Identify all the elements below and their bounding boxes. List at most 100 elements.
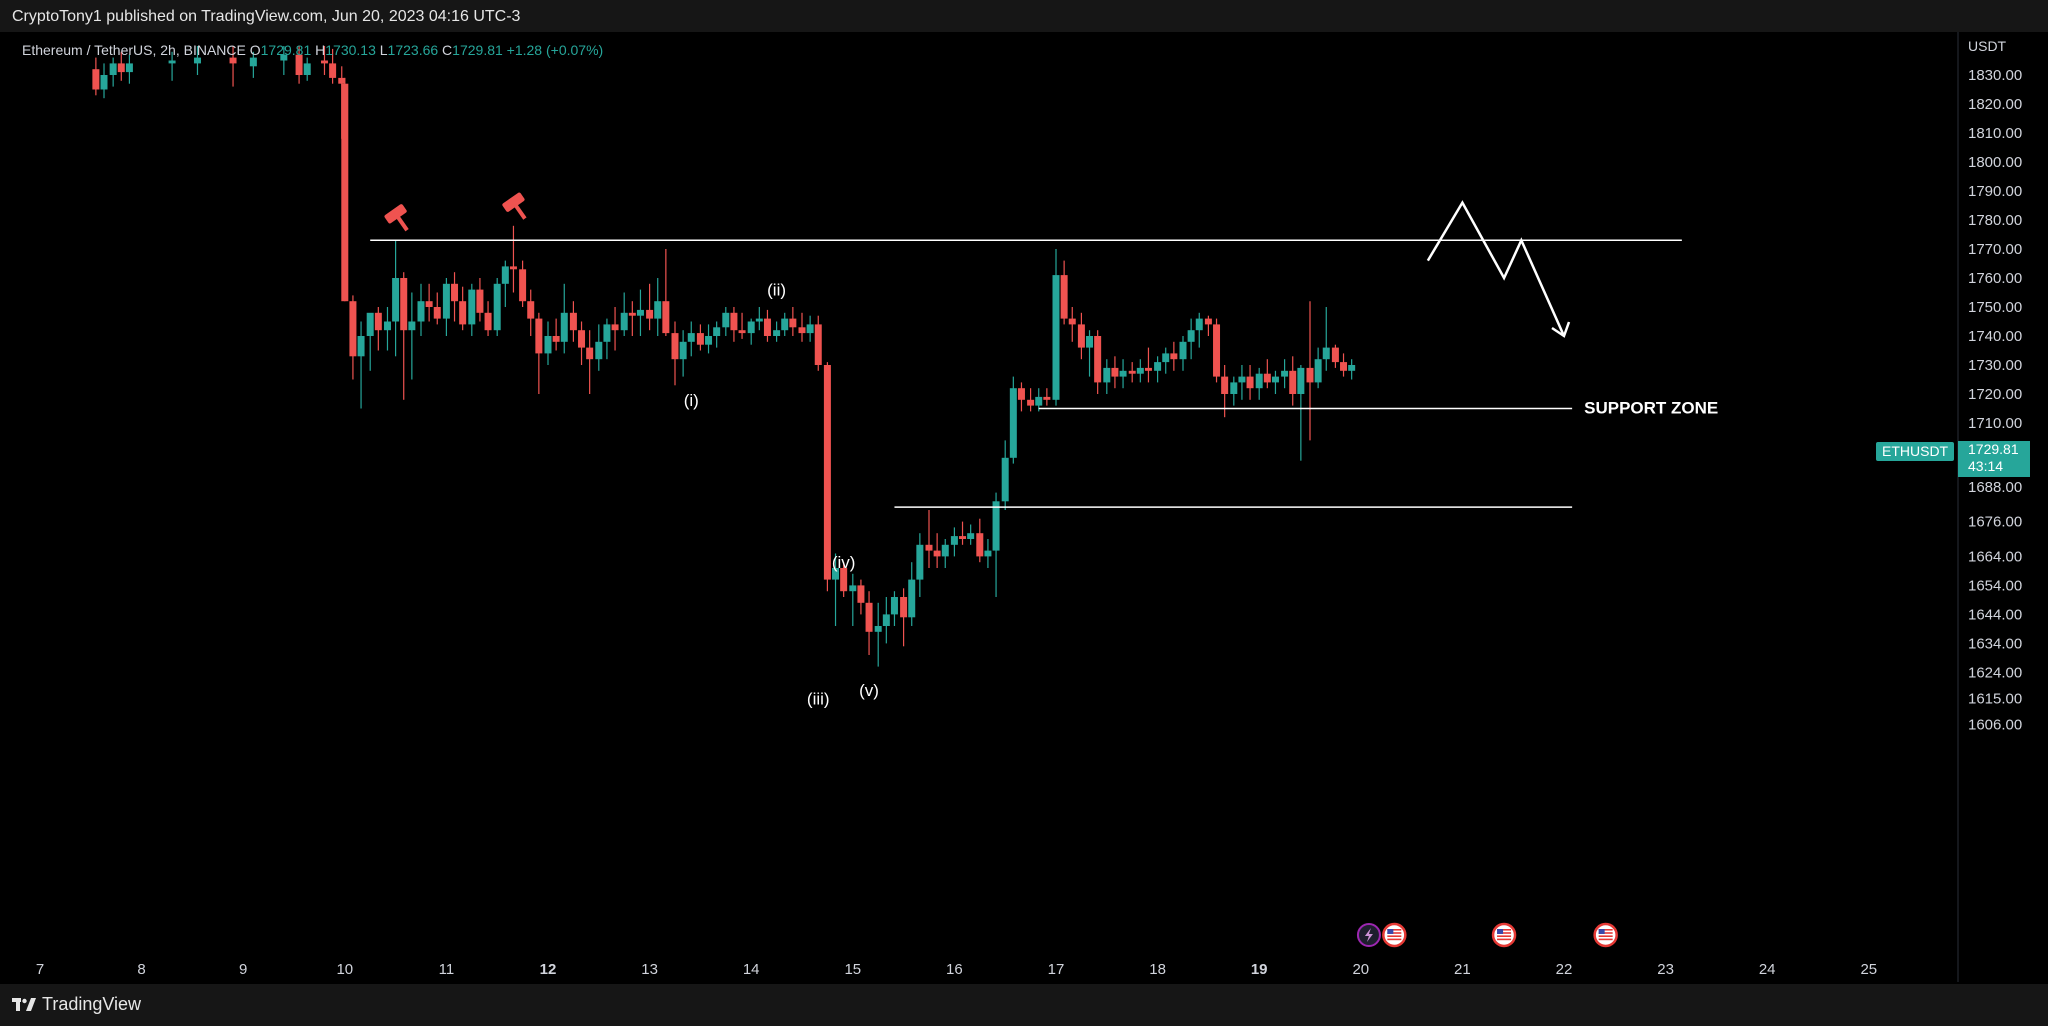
candle-body: [1027, 399, 1035, 406]
candle: [1119, 359, 1127, 389]
candle-body: [1322, 347, 1330, 360]
price-axis[interactable]: USDT 1830.00 1820.00 1810.00 1800.00 1790.00 1…: [1968, 38, 2022, 734]
candle-body: [1094, 336, 1102, 383]
candle-body: [484, 312, 492, 331]
candle: [925, 510, 933, 568]
candle: [781, 312, 789, 336]
time-tick-label: 17: [1048, 961, 1065, 978]
candle: [908, 562, 916, 626]
last-price: 1729.81: [1968, 441, 2019, 457]
candle-body: [933, 550, 941, 557]
candle-body: [646, 309, 654, 319]
time-tick-label: 19: [1251, 961, 1268, 978]
candle-body: [1348, 365, 1356, 371]
price-tick-label: 1710.00: [1968, 415, 2022, 432]
candle: [527, 289, 535, 336]
candle-body: [832, 568, 840, 580]
candle: [730, 307, 738, 342]
candle: [425, 283, 433, 322]
candle-body: [1154, 362, 1162, 371]
candle-body: [1119, 370, 1127, 377]
candle-body: [320, 60, 328, 64]
candle-body: [459, 301, 467, 325]
flag-stripe: [1497, 929, 1512, 931]
candle: [400, 272, 408, 400]
candle-body: [773, 330, 781, 336]
candle: [1017, 382, 1025, 412]
price-tick-label: 1624.00: [1968, 664, 2022, 681]
candle-body: [1246, 376, 1254, 389]
wave-label: (v): [859, 681, 879, 700]
candle-body: [193, 57, 201, 64]
symbol-legend[interactable]: Ethereum / TetherUS, 2h, BINANCE O1729.8…: [22, 42, 603, 58]
price-tick-label: 1676.00: [1968, 514, 2022, 531]
candle-body: [501, 266, 509, 284]
candle-body: [967, 533, 975, 539]
candle-body: [303, 63, 311, 75]
candle-body: [329, 63, 337, 78]
hammer-icon: [384, 204, 409, 232]
candle: [1060, 260, 1068, 325]
candle-body: [696, 333, 704, 345]
candle: [849, 573, 857, 626]
tradingview-logo[interactable]: TradingView: [12, 994, 141, 1015]
candle-body: [1077, 324, 1085, 348]
candle: [1187, 318, 1195, 360]
candle: [417, 283, 425, 336]
candle: [1035, 388, 1043, 412]
candle-body: [560, 312, 568, 342]
candle-body: [1289, 370, 1297, 394]
candle-body: [349, 301, 357, 357]
candle-body: [1238, 376, 1246, 383]
price-chart[interactable]: SUPPORT ZONE (i) (ii) (iii) (iv) (v) USDT 1830…: [0, 32, 2048, 984]
candle: [476, 278, 484, 322]
candle: [967, 524, 975, 545]
candle-body: [916, 544, 924, 580]
event-badge: [1382, 922, 1407, 948]
candle-body: [1052, 275, 1060, 400]
candle: [392, 240, 400, 357]
close-label: C: [442, 42, 453, 58]
candle: [383, 307, 391, 351]
candle-body: [1230, 382, 1238, 394]
candle: [303, 57, 311, 81]
annotations-layer: SUPPORT ZONE (i) (ii) (iii) (iv) (v): [370, 192, 1718, 948]
hammer-head: [384, 204, 407, 224]
candle-body: [992, 501, 1000, 551]
price-tick-label: 1830.00: [1968, 67, 2022, 84]
candle-body: [451, 283, 459, 302]
price-tick-label: 1644.00: [1968, 606, 2022, 623]
candle: [933, 533, 941, 568]
hammer-handle: [396, 215, 409, 232]
candle: [874, 602, 882, 667]
tradingview-logo-icon: [12, 997, 36, 1011]
candle: [950, 527, 958, 557]
candle: [280, 46, 288, 75]
flag-stripe: [1387, 935, 1402, 937]
candle: [1077, 312, 1085, 360]
candle: [125, 54, 133, 84]
candle: [408, 292, 416, 380]
candle-body: [959, 536, 967, 539]
candle: [1103, 359, 1111, 394]
candle: [1281, 359, 1289, 389]
candle-body: [722, 312, 730, 328]
price-tick-label: 1664.00: [1968, 548, 2022, 565]
time-axis[interactable]: 7 8 9 10 11 12 13 14 15 16 17 18 19 20 21 22 23 24 25: [36, 961, 1877, 978]
time-tick-label: 15: [844, 961, 861, 978]
candle: [366, 312, 374, 371]
candle: [100, 63, 108, 99]
candle-body: [636, 309, 644, 316]
candle: [857, 579, 865, 615]
candle-body: [1297, 367, 1305, 394]
candle-body: [849, 585, 857, 592]
candle: [1297, 365, 1305, 461]
publish-info: CryptoTony1 published on TradingView.com…: [12, 8, 521, 25]
time-tick-label: 9: [239, 961, 247, 978]
candle: [1314, 347, 1322, 389]
candle: [374, 307, 382, 351]
candle: [1255, 367, 1263, 400]
flag-stripe: [1598, 935, 1613, 937]
candle: [941, 539, 949, 568]
candle: [1154, 356, 1162, 383]
